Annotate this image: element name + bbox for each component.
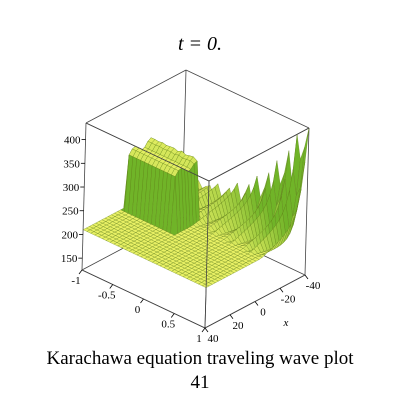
z-tick-label: 300 (63, 182, 80, 194)
z-tick-label: 250 (62, 206, 79, 218)
box-edge (304, 127, 310, 276)
y-tick-label: 1 (196, 333, 202, 345)
box-edge (85, 122, 210, 182)
figure-number: 41 (191, 372, 210, 393)
caption: Karachawa equation traveling wave plot (46, 348, 354, 369)
box-edge (81, 122, 87, 271)
x-tick-label: 20 (233, 320, 245, 332)
y-tick (78, 269, 83, 275)
x-tick (279, 288, 284, 293)
box-edge (85, 69, 187, 124)
chart-title: t = 0. (178, 33, 222, 55)
y-tick (201, 327, 206, 333)
y-tick (170, 313, 175, 318)
y-tick (140, 298, 144, 304)
x-tick (304, 274, 309, 280)
y-tick-label: -0.5 (98, 290, 116, 302)
z-tick-label: 400 (64, 135, 81, 147)
z-tick-label: 150 (61, 253, 78, 265)
x-tick (204, 327, 209, 333)
x-tick-label: 40 (208, 333, 220, 345)
box-edge (204, 180, 210, 329)
x-tick-label: -40 (306, 280, 321, 292)
x-tick (254, 301, 259, 306)
y-tick (109, 284, 114, 289)
x-axis-label: x (283, 317, 289, 329)
plot-area: 150 200 250 300 350 400 -1 -0.5 0 0.5 1 -40 -20 0 20 40 (61, 69, 321, 345)
y-tick-label: 0.5 (161, 319, 175, 331)
x-tick-label: -20 (281, 293, 296, 305)
z-tick-label: 350 (63, 158, 80, 170)
y-tick-label: 0 (135, 304, 141, 316)
box-edge (185, 69, 310, 129)
z-tick-label: 200 (61, 229, 78, 241)
x-tick (229, 314, 234, 319)
y-tick-label: -1 (71, 275, 80, 287)
x-tick-label: 0 (260, 307, 266, 319)
box-edge (208, 127, 310, 182)
